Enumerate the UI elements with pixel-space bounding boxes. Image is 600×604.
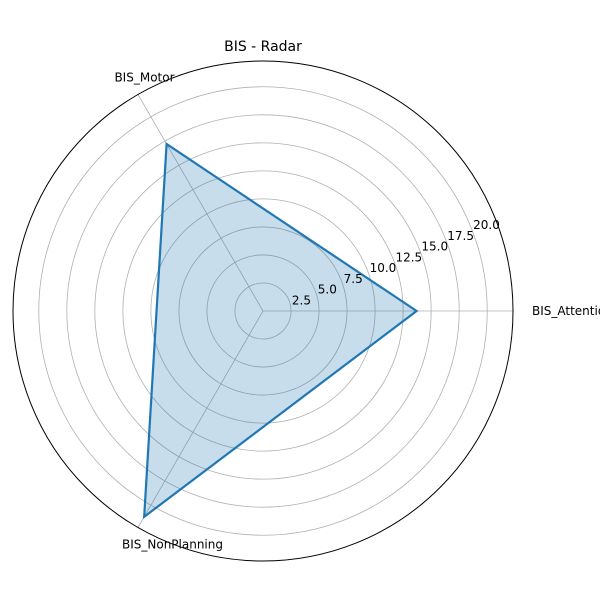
radial-tick-label-3: 10.0 — [370, 261, 397, 275]
radial-tick-label-7: 20.0 — [473, 218, 500, 232]
radial-tick-label-1: 5.0 — [318, 283, 337, 297]
category-label-BIS_Attentional: BIS_Attentional — [532, 304, 600, 318]
radial-tick-label-4: 12.5 — [395, 250, 422, 264]
radial-tick-label-0: 2.5 — [292, 293, 311, 307]
category-label-BIS_NonPlanning: BIS_NonPlanning — [122, 537, 223, 551]
radial-tick-label-6: 17.5 — [447, 229, 474, 243]
radial-tick-label-5: 15.0 — [421, 240, 448, 254]
category-label-BIS_Motor: BIS_Motor — [114, 71, 174, 85]
radial-tick-label-2: 7.5 — [344, 272, 363, 286]
chart-title: BIS - Radar — [224, 39, 302, 55]
